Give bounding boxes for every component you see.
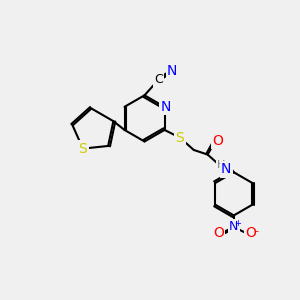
Text: H: H: [217, 160, 226, 170]
Text: C: C: [154, 74, 163, 86]
Text: -: -: [254, 226, 258, 236]
Text: N: N: [167, 64, 177, 78]
Text: N: N: [221, 162, 231, 176]
Text: N: N: [229, 220, 239, 233]
Text: S: S: [176, 130, 184, 145]
Text: S: S: [79, 142, 87, 156]
Text: O: O: [212, 134, 223, 148]
Text: O: O: [213, 226, 224, 240]
Text: N: N: [161, 100, 171, 114]
Text: +: +: [234, 219, 241, 228]
Text: O: O: [245, 226, 256, 240]
